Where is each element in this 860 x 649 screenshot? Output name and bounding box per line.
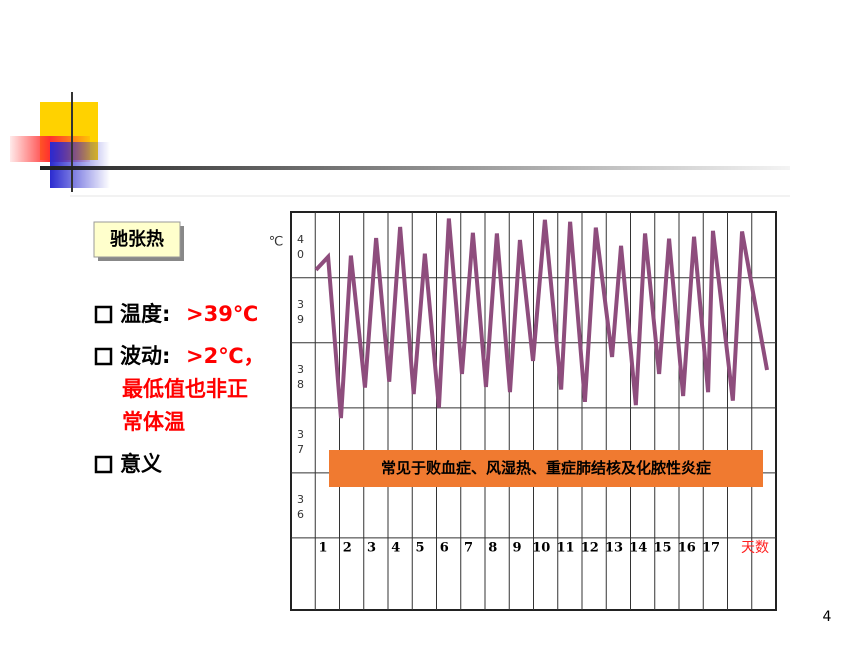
bullet-label: 波动: [120, 344, 170, 368]
y-tick-label: 38 [294, 363, 307, 393]
y-tick-label: 36 [294, 493, 307, 523]
y-axis-label: ℃ [269, 235, 284, 250]
y-tick-label: 37 [294, 428, 307, 458]
annotation-box [329, 450, 763, 487]
page-number: 4 [823, 609, 832, 625]
x-tick-label: 10 [532, 541, 550, 556]
x-tick-label: 7 [464, 541, 473, 556]
annotation: 常见于败血症、风湿热、重症肺结核及化脓性炎症 [381, 459, 711, 477]
x-tick-label: 1 [318, 541, 327, 556]
x-tick-label: 14 [629, 541, 647, 556]
y-tick-label: 39 [294, 298, 307, 328]
bullet-value: >39℃ [186, 302, 258, 326]
x-tick-label: 17 [702, 541, 720, 556]
x-tick-label: 16 [678, 541, 696, 556]
x-tick-label: 8 [488, 541, 497, 556]
tag-box: 驰张热 [93, 221, 184, 261]
bullet-value: >2℃， [186, 344, 265, 368]
bullet-label: 意义 [120, 452, 162, 476]
x-tick-label: 5 [415, 541, 424, 556]
bullet-label: 温度: [120, 302, 170, 326]
x-tick-label: 6 [440, 541, 449, 556]
x-tick-label: 9 [512, 541, 521, 556]
bullet-box [94, 347, 113, 366]
x-axis-label: 天数 [741, 540, 769, 556]
x-tick-label: 4 [391, 541, 400, 556]
x-tick-label: 3 [367, 541, 376, 556]
decoration [10, 92, 790, 197]
bullet-box [94, 455, 113, 474]
bullet-value: 最低值也非正 [122, 377, 248, 401]
temperature-line [314, 218, 769, 419]
y-tick-label: 40 [294, 233, 307, 263]
x-tick-label: 13 [605, 541, 623, 556]
tag: 驰张热 [110, 228, 164, 250]
bullet-box [94, 305, 113, 324]
x-tick-label: 2 [343, 541, 352, 556]
x-tick-label: 11 [556, 541, 574, 556]
bullet-value: 常体温 [122, 410, 185, 434]
x-tick-label: 15 [653, 541, 671, 556]
x-tick-label: 12 [581, 541, 599, 556]
